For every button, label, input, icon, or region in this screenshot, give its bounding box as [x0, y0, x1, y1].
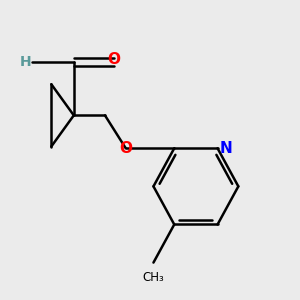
Text: CH₃: CH₃	[142, 271, 164, 284]
Text: H: H	[20, 55, 32, 69]
Text: O: O	[107, 52, 120, 68]
Text: N: N	[220, 141, 233, 156]
Text: O: O	[119, 141, 132, 156]
